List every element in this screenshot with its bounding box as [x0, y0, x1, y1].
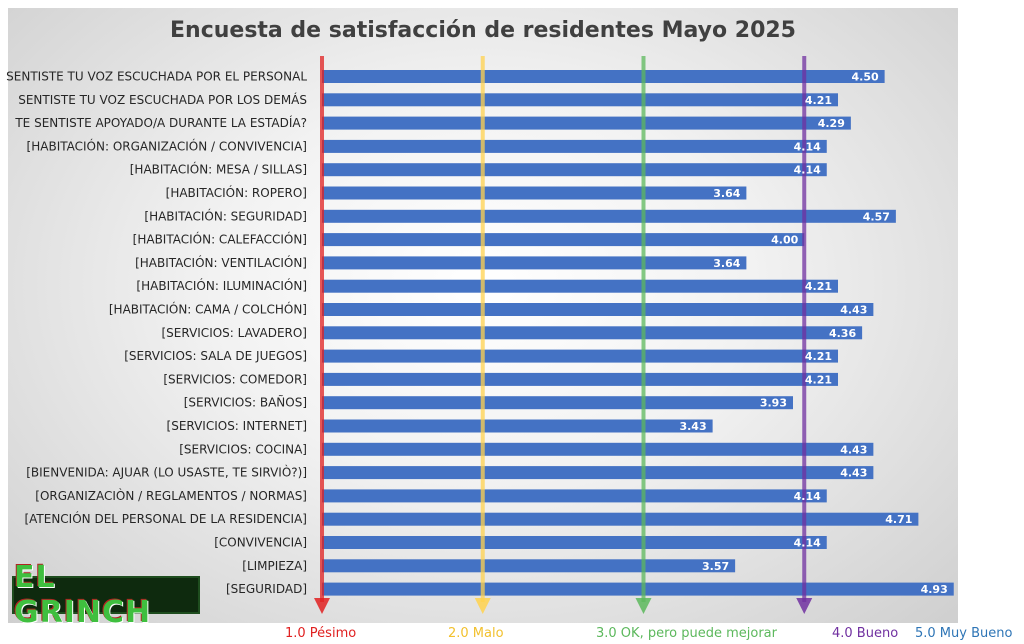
data-label: 4.00	[771, 234, 798, 247]
bar	[322, 116, 851, 130]
bar	[322, 442, 874, 456]
category-label: [BIENVENIDA: AJUAR (LO USASTE, TE SIRVIÒ…	[26, 465, 307, 480]
data-label: 4.14	[794, 490, 821, 503]
bar	[322, 396, 793, 410]
bar	[322, 303, 874, 316]
bar	[322, 209, 896, 223]
data-label: 4.29	[818, 117, 845, 130]
legend-item: 4.0 Bueno	[832, 626, 899, 641]
category-label: [LIMPIEZA]	[242, 559, 307, 573]
data-label: 4.43	[840, 443, 867, 456]
category-label: [SERVICIOS: LAVADERO]	[162, 326, 308, 340]
chart-title: Encuesta de satisfacción de residentes M…	[170, 18, 796, 43]
category-label: SENTISTE TU VOZ ESCUCHADA POR EL PERSONA…	[6, 70, 307, 84]
data-label: 3.93	[760, 397, 787, 410]
category-label: [HABITACIÓN: ROPERO]	[166, 185, 307, 200]
category-label: [ATENCIÓN DEL PERSONAL DE LA RESIDENCIA]	[24, 511, 307, 526]
reference-lines	[314, 56, 813, 614]
legend: 1.0 Pésimo 2.0 Malo 3.0 OK, pero puede mej…	[0, 624, 1024, 644]
data-label: 4.14	[794, 140, 821, 153]
bar	[322, 326, 863, 340]
bar	[322, 489, 827, 503]
category-labels: SENTISTE TU VOZ ESCUCHADA POR EL PERSONA…	[6, 70, 307, 597]
data-label: 3.43	[679, 420, 706, 433]
bar	[322, 512, 919, 526]
legend-item: 1.0 Pésimo	[285, 626, 357, 641]
category-label: [HABITACIÓN: CALEFACCIÓN]	[133, 232, 307, 247]
category-label: [ORGANIZACIÒN / REGLAMENTOS / NORMAS]	[35, 488, 307, 503]
category-label: [HABITACIÓN: SEGURIDAD]	[144, 208, 307, 223]
data-label: 4.43	[840, 304, 867, 317]
data-label: 4.71	[885, 513, 912, 526]
category-label: [SERVICIOS: COMEDOR]	[163, 372, 307, 386]
bar	[322, 93, 839, 107]
category-label: [SEGURIDAD]	[226, 582, 307, 596]
bar	[322, 163, 827, 177]
data-label: 3.64	[713, 187, 740, 200]
reference-arrowhead	[635, 598, 652, 614]
category-label: [SERVICIOS: BAÑOS]	[184, 395, 307, 410]
category-label: [HABITACIÓN: ORGANIZACIÓN / CONVIVENCIA]	[27, 138, 307, 153]
data-label: 4.93	[921, 583, 948, 596]
category-label: SENTISTE TU VOZ ESCUCHADA POR LOS DEMÁS	[18, 92, 307, 107]
bar	[322, 536, 827, 549]
reference-arrowhead	[474, 598, 491, 614]
category-label: [HABITACIÓN: ILUMINACIÓN]	[136, 278, 307, 293]
data-label: 4.50	[851, 71, 878, 84]
category-label: [HABITACIÓN: MESA / SILLAS]	[130, 162, 307, 177]
category-label: [HABITACIÓN: VENTILACIÓN]	[135, 255, 307, 270]
category-label: [SERVICIOS: SALA DE JUEGOS]	[124, 349, 307, 363]
bar	[322, 559, 736, 573]
data-label: 4.21	[805, 350, 832, 363]
bar	[322, 70, 885, 83]
bar	[322, 256, 747, 270]
bars	[322, 70, 954, 596]
data-label: 4.57	[863, 210, 890, 223]
data-label: 4.21	[805, 280, 832, 293]
bar	[322, 349, 839, 363]
data-label: 4.21	[805, 94, 832, 107]
data-label: 4.43	[840, 467, 867, 480]
category-label: TE SENTISTE APOYADO/A DURANTE LA ESTADÍA…	[14, 115, 307, 130]
reference-arrowhead	[796, 598, 813, 614]
category-label: [HABITACIÓN: CAMA / COLCHÓN]	[109, 302, 307, 317]
el-grinch-logo: EL GRINCH	[12, 560, 200, 630]
bar	[322, 419, 713, 433]
data-label: 3.64	[713, 257, 740, 270]
category-label: [SERVICIOS: COCINA]	[179, 442, 307, 456]
legend-item: 3.0 OK, pero puede mejorar	[596, 626, 777, 641]
value-labels: 4.50 4.21 4.29 4.14 4.14 3.64 4.57 4.00 3.64 4.21…	[679, 71, 947, 597]
data-label: 4.21	[805, 373, 832, 386]
bar	[322, 139, 827, 153]
bar	[322, 582, 954, 596]
legend-item: 5.0 Muy Bueno	[915, 626, 1013, 641]
category-label: [CONVIVENCIA]	[214, 536, 307, 550]
data-label: 4.36	[829, 327, 856, 340]
reference-arrowhead	[314, 598, 330, 614]
bar	[322, 279, 839, 293]
bar	[322, 233, 805, 247]
bar	[322, 466, 874, 480]
bar	[322, 186, 747, 200]
data-label: 3.57	[702, 560, 729, 573]
category-label: [SERVICIOS: INTERNET]	[167, 419, 307, 433]
bar	[322, 372, 839, 386]
data-label: 4.14	[794, 164, 821, 177]
legend-item: 2.0 Malo	[448, 626, 504, 641]
data-label: 4.14	[794, 537, 821, 550]
